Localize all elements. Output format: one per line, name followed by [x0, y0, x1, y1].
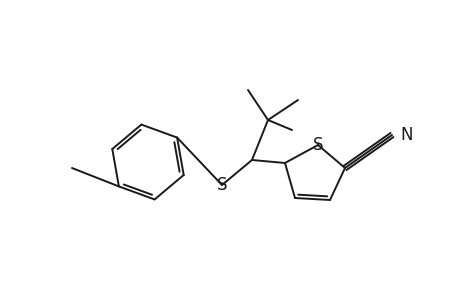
- Text: S: S: [312, 136, 323, 154]
- Text: N: N: [399, 126, 412, 144]
- Text: S: S: [216, 176, 227, 194]
